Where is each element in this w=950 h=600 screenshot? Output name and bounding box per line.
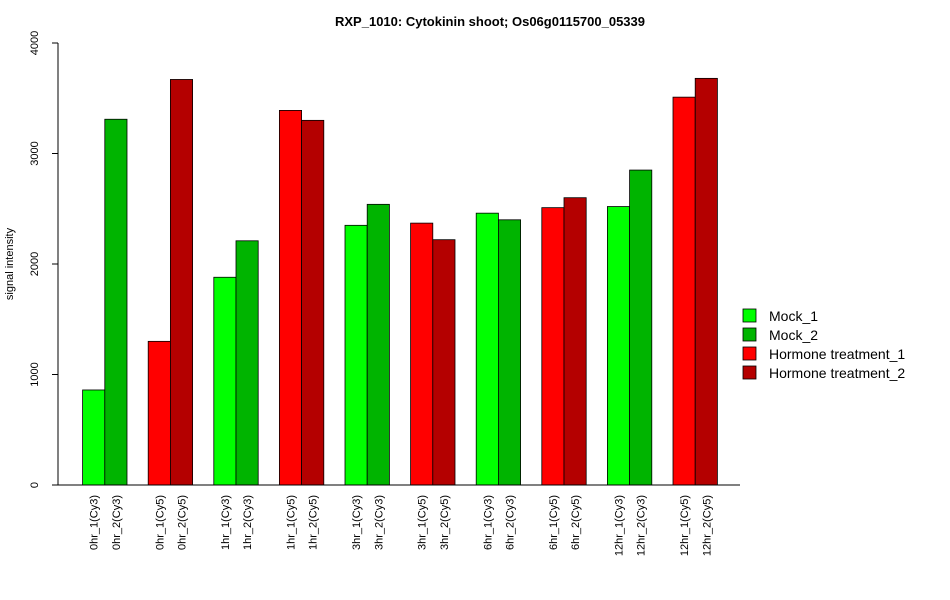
x-tick-label-12hr_2(Cy3): 12hr_2(Cy3) (636, 495, 648, 556)
bar-3hr_2(Cy5) (432, 239, 456, 486)
x-tick-label-0hr_1(Cy3): 0hr_1(Cy3) (89, 495, 101, 550)
x-tick-label-0hr_2(Cy3): 0hr_2(Cy3) (111, 495, 123, 550)
bar-0hr_1(Cy3) (82, 389, 106, 486)
x-axis: 0hr_1(Cy3) 0hr_2(Cy3) 0hr_1(Cy5) 0hr_2(Cy5)… (58, 484, 740, 556)
bar-1hr_2(Cy5) (301, 119, 325, 486)
legend-label-Hormone treatment_2: Hormone treatment_2 (769, 365, 905, 381)
x-tick-label-6hr_2(Cy5): 6hr_2(Cy5) (570, 495, 582, 550)
x-tick-label-6hr_1(Cy5): 6hr_1(Cy5) (548, 495, 560, 550)
bar-6hr_2(Cy5) (563, 197, 587, 486)
bar-0hr_2(Cy3) (104, 118, 128, 486)
y-tick-label-3000: 3000 (29, 141, 41, 165)
legend-swatch-Hormone treatment_1 (742, 346, 757, 361)
legend: Mock_1 Mock_2 Hormone treatment_1 Hormone t… (742, 308, 905, 381)
y-tick-label-2000: 2000 (29, 252, 41, 276)
bar-12hr_2(Cy3) (629, 169, 653, 486)
legend-label-Mock_1: Mock_1 (769, 308, 818, 324)
bar-6hr_1(Cy3) (475, 212, 499, 486)
x-tick-label-3hr_2(Cy3): 3hr_2(Cy3) (373, 495, 385, 550)
bar-1hr_1(Cy3) (213, 276, 237, 486)
x-tick-label-0hr_2(Cy5): 0hr_2(Cy5) (177, 495, 189, 550)
legend-label-Hormone treatment_1: Hormone treatment_1 (769, 346, 905, 362)
y-axis: 0 1000 2000 3000 4000 (29, 31, 59, 488)
bar-6hr_1(Cy5) (541, 207, 565, 486)
legend-swatch-Hormone treatment_2 (742, 365, 757, 380)
x-tick-label-6hr_1(Cy3): 6hr_1(Cy3) (482, 495, 494, 550)
legend-swatch-Mock_2 (742, 327, 757, 342)
bar-12hr_1(Cy5) (672, 96, 696, 486)
bar-12hr_2(Cy5) (694, 77, 718, 486)
y-tick-label-0: 0 (29, 482, 41, 488)
x-tick-label-12hr_1(Cy5): 12hr_1(Cy5) (679, 495, 691, 556)
x-tick-label-1hr_1(Cy5): 1hr_1(Cy5) (286, 495, 298, 550)
x-tick-label-6hr_2(Cy3): 6hr_2(Cy3) (505, 495, 517, 550)
x-tick-label-12hr_2(Cy5): 12hr_2(Cy5) (701, 495, 713, 556)
bar-3hr_1(Cy3) (344, 224, 368, 486)
x-tick-label-3hr_1(Cy5): 3hr_1(Cy5) (417, 495, 429, 550)
x-tick-label-3hr_2(Cy5): 3hr_2(Cy5) (439, 495, 451, 550)
bar-6hr_2(Cy3) (497, 219, 521, 486)
bar-1hr_1(Cy5) (278, 110, 302, 486)
bar-1hr_2(Cy3) (235, 240, 259, 486)
bar-0hr_2(Cy5) (169, 79, 193, 486)
bar-12hr_1(Cy3) (607, 206, 631, 486)
bars-group (82, 77, 718, 486)
legend-swatch-Mock_1 (742, 308, 757, 323)
x-tick-label-1hr_2(Cy3): 1hr_2(Cy3) (242, 495, 254, 550)
chart-title: RXP_1010: Cytokinin shoot; Os06g0115700_… (335, 14, 645, 29)
x-tick-label-1hr_1(Cy3): 1hr_1(Cy3) (220, 495, 232, 550)
bar-3hr_2(Cy3) (366, 203, 390, 486)
y-tick-label-1000: 1000 (29, 362, 41, 386)
y-tick-label-4000: 4000 (29, 31, 41, 55)
bar-3hr_1(Cy5) (410, 222, 434, 486)
legend-label-Mock_2: Mock_2 (769, 327, 818, 343)
x-tick-label-0hr_1(Cy5): 0hr_1(Cy5) (154, 495, 166, 550)
x-tick-label-1hr_2(Cy5): 1hr_2(Cy5) (308, 495, 320, 550)
x-tick-label-3hr_1(Cy3): 3hr_1(Cy3) (351, 495, 363, 550)
x-tick-label-12hr_1(Cy3): 12hr_1(Cy3) (614, 495, 626, 556)
bar-0hr_1(Cy5) (147, 340, 171, 486)
y-axis-label: signal intensity (4, 227, 16, 300)
